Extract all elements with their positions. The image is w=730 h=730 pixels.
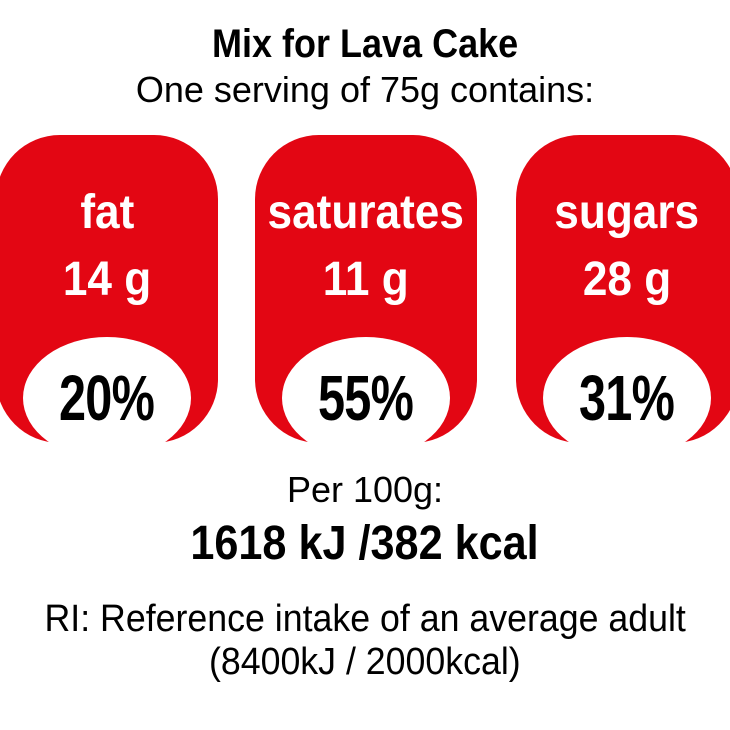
per100-value: 1618 kJ /382 kcal (190, 517, 540, 570)
nutrient-pod-saturates: saturates 11 g 55% (255, 135, 477, 459)
percent-badge: 20% (23, 337, 191, 459)
nutrient-amount: 28 g (582, 253, 672, 306)
reference-line-1: RI: Reference intake of an average adult (44, 598, 686, 640)
reference-intake-note: RI: Reference intake of an average adult… (0, 598, 730, 684)
nutrient-amount: 14 g (62, 253, 152, 306)
percent-badge: 55% (282, 337, 450, 459)
nutrient-amount: 11 g (323, 253, 409, 306)
serving-subtitle: One serving of 75g contains: (0, 68, 730, 112)
nutrient-name: sugars (554, 186, 700, 239)
nutrient-pod-fat: fat 14 g 20% (0, 135, 218, 459)
serving-subtitle-text: One serving of 75g contains: (135, 69, 595, 110)
percent-value: 55% (318, 362, 414, 434)
reference-line-2: (8400kJ / 2000kcal) (209, 641, 521, 683)
percent-value: 31% (579, 362, 675, 434)
per100-label: Per 100g: (286, 469, 444, 510)
nutrient-name: fat (80, 186, 134, 239)
percent-badge: 31% (543, 337, 711, 459)
nutrient-name: saturates (267, 186, 465, 239)
nutrient-pod-sugars: sugars 28 g 31% (516, 135, 730, 459)
percent-value: 20% (59, 362, 155, 434)
page-title-text: Mix for Lava Cake (211, 22, 519, 66)
page-title: Mix for Lava Cake (0, 20, 730, 68)
